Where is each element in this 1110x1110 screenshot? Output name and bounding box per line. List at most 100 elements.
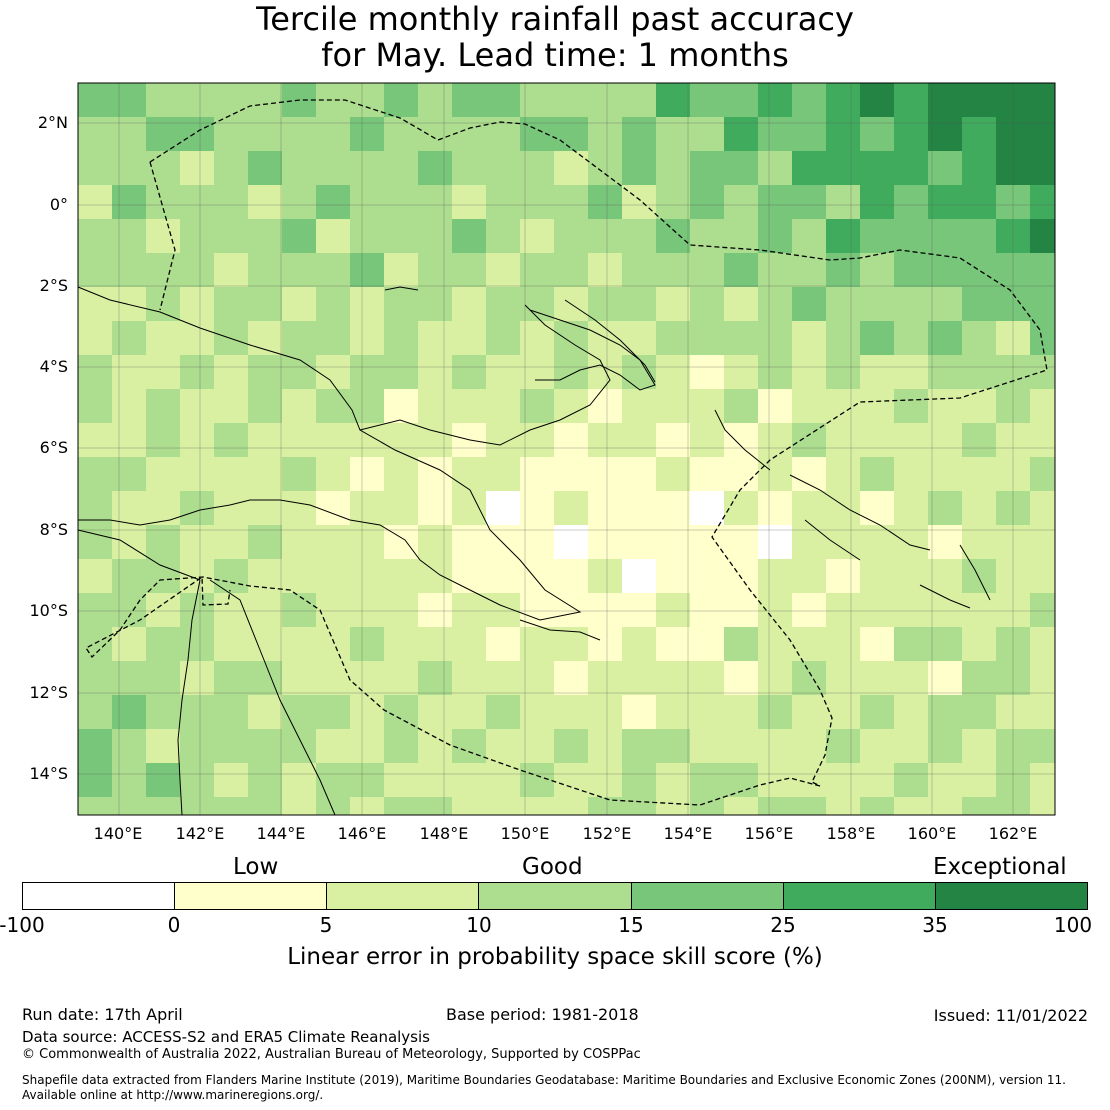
skill-cell <box>214 627 248 661</box>
skill-cell <box>554 457 588 491</box>
skill-cell <box>554 627 588 661</box>
skill-cell <box>690 117 724 151</box>
skill-cell <box>350 729 384 763</box>
skill-cell <box>418 219 452 253</box>
skill-cell <box>384 287 418 321</box>
colorbar-segment-4 <box>479 883 632 909</box>
skill-cell <box>622 253 656 287</box>
skill-cell <box>724 423 758 457</box>
skill-cell <box>860 695 894 729</box>
skill-cell <box>146 423 180 457</box>
skill-cell <box>690 151 724 185</box>
lon-label-150e: 150°E <box>500 824 550 843</box>
skill-cell <box>282 695 316 729</box>
skill-cell <box>282 559 316 593</box>
skill-cell <box>452 729 486 763</box>
skill-cell <box>452 593 486 627</box>
skill-cell <box>792 661 826 695</box>
skill-cell <box>554 423 588 457</box>
skill-cell <box>282 661 316 695</box>
lat-label-0: 0° <box>49 195 68 214</box>
lat-label-14s: 14°S <box>29 764 68 783</box>
skill-cell <box>690 559 724 593</box>
skill-cell <box>180 593 214 627</box>
skill-cell <box>146 287 180 321</box>
skill-cell <box>588 695 622 729</box>
skill-cell <box>928 389 962 423</box>
skill-cell <box>622 797 656 815</box>
skill-cell <box>724 593 758 627</box>
skill-cell <box>588 525 622 559</box>
skill-cell <box>826 763 860 797</box>
skill-cell <box>316 661 350 695</box>
skill-cell <box>384 83 418 117</box>
skill-cell <box>180 797 214 815</box>
shapefile-credit-line1: Shapefile data extracted from Flanders M… <box>22 1073 1066 1087</box>
skill-cell <box>248 83 282 117</box>
skill-cell <box>724 321 758 355</box>
lon-label-142e: 142°E <box>175 824 225 843</box>
skill-cell <box>316 491 350 525</box>
skill-cell <box>758 151 792 185</box>
skill-cell <box>146 151 180 185</box>
skill-cell <box>418 525 452 559</box>
skill-cell <box>282 797 316 815</box>
skill-cell <box>758 525 792 559</box>
skill-cell <box>282 763 316 797</box>
skill-cell <box>792 219 826 253</box>
skill-cell <box>928 457 962 491</box>
skill-cell <box>724 151 758 185</box>
skill-cell <box>928 321 962 355</box>
skill-cell <box>894 593 928 627</box>
skill-cell <box>350 389 384 423</box>
skill-cell <box>146 389 180 423</box>
skill-cell <box>588 151 622 185</box>
skill-cell <box>690 661 724 695</box>
skill-cell <box>860 797 894 815</box>
lon-label-158e: 158°E <box>826 824 876 843</box>
skill-cell <box>418 695 452 729</box>
skill-cell <box>520 661 554 695</box>
skill-cell <box>826 525 860 559</box>
skill-cell <box>214 559 248 593</box>
skill-cell <box>622 287 656 321</box>
skill-cell <box>316 457 350 491</box>
skill-cell <box>554 559 588 593</box>
skill-cell <box>452 321 486 355</box>
skill-cell <box>724 559 758 593</box>
skill-cell <box>384 423 418 457</box>
skill-cell <box>894 253 928 287</box>
skill-cell <box>452 287 486 321</box>
skill-cell <box>860 593 894 627</box>
skill-cell <box>452 355 486 389</box>
skill-cell <box>724 457 758 491</box>
skill-cell <box>826 661 860 695</box>
skill-cell <box>758 219 792 253</box>
skill-cell <box>248 491 282 525</box>
skill-cell <box>112 661 146 695</box>
skill-cell <box>758 491 792 525</box>
skill-cell <box>486 797 520 815</box>
skill-cell <box>656 355 690 389</box>
skill-cell <box>78 219 112 253</box>
skill-cell <box>112 695 146 729</box>
skill-cell <box>248 423 282 457</box>
coastline-bougainville <box>714 409 771 471</box>
skill-cell <box>894 525 928 559</box>
skill-cell <box>452 525 486 559</box>
skill-cell <box>1030 117 1055 151</box>
skill-cell <box>894 185 928 219</box>
skill-cell <box>384 661 418 695</box>
skill-cell <box>894 151 928 185</box>
skill-cell <box>1030 287 1055 321</box>
skill-cell <box>860 423 894 457</box>
skill-cell <box>486 627 520 661</box>
skill-cell <box>588 389 622 423</box>
skill-cell <box>316 627 350 661</box>
skill-cell <box>690 525 724 559</box>
colorbar-segment-6 <box>783 883 936 909</box>
skill-cell <box>146 559 180 593</box>
skill-cell <box>1030 763 1055 797</box>
coastline-louisiade <box>519 619 601 641</box>
skill-cell <box>146 525 180 559</box>
